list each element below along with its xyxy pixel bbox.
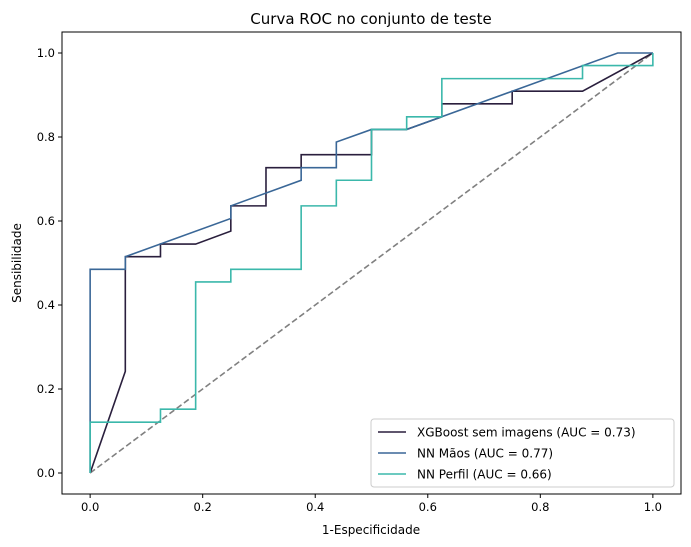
x-tick-label: 0.2: [194, 500, 212, 514]
y-tick-label: 1.0: [37, 46, 55, 60]
roc-series-line-2: [89, 53, 654, 473]
roc-series-line-1: [89, 52, 653, 473]
chart-title: Curva ROC no conjunto de teste: [250, 10, 491, 28]
y-tick-label: 0.4: [37, 298, 55, 312]
plot-area-frame: [61, 31, 682, 495]
chance-diagonal-line: [89, 52, 654, 474]
legend-label: NN Mãos (AUC = 0.77): [417, 447, 553, 461]
x-tick-label: 0.4: [306, 500, 324, 514]
y-tick-label: 0.6: [37, 214, 55, 228]
y-tick-label: 0.8: [37, 130, 55, 144]
x-tick-label: 0.6: [419, 500, 437, 514]
axis-ticks: 0.0 0.2 0.4 0.6 0.8 1.0 0.0 0.2 0.4 0.6 0.8 1.0: [37, 46, 662, 514]
x-tick-label: 0.0: [81, 500, 99, 514]
x-axis-label: 1-Especificidade: [322, 523, 420, 537]
y-tick-label: 0.2: [37, 382, 55, 396]
y-axis-label: Sensibilidade: [10, 223, 24, 303]
legend-box: [370, 418, 675, 488]
legend-label: NN Perfil (AUC = 0.66): [417, 468, 552, 482]
y-tick-label: 0.0: [37, 466, 55, 480]
legend: XGBoost sem imagens (AUC = 0.73) NN Mãos …: [370, 418, 675, 488]
x-tick-label: 1.0: [644, 500, 662, 514]
legend-label: XGBoost sem imagens (AUC = 0.73): [417, 426, 636, 440]
x-tick-label: 0.8: [531, 500, 549, 514]
series-lines: [89, 52, 654, 474]
